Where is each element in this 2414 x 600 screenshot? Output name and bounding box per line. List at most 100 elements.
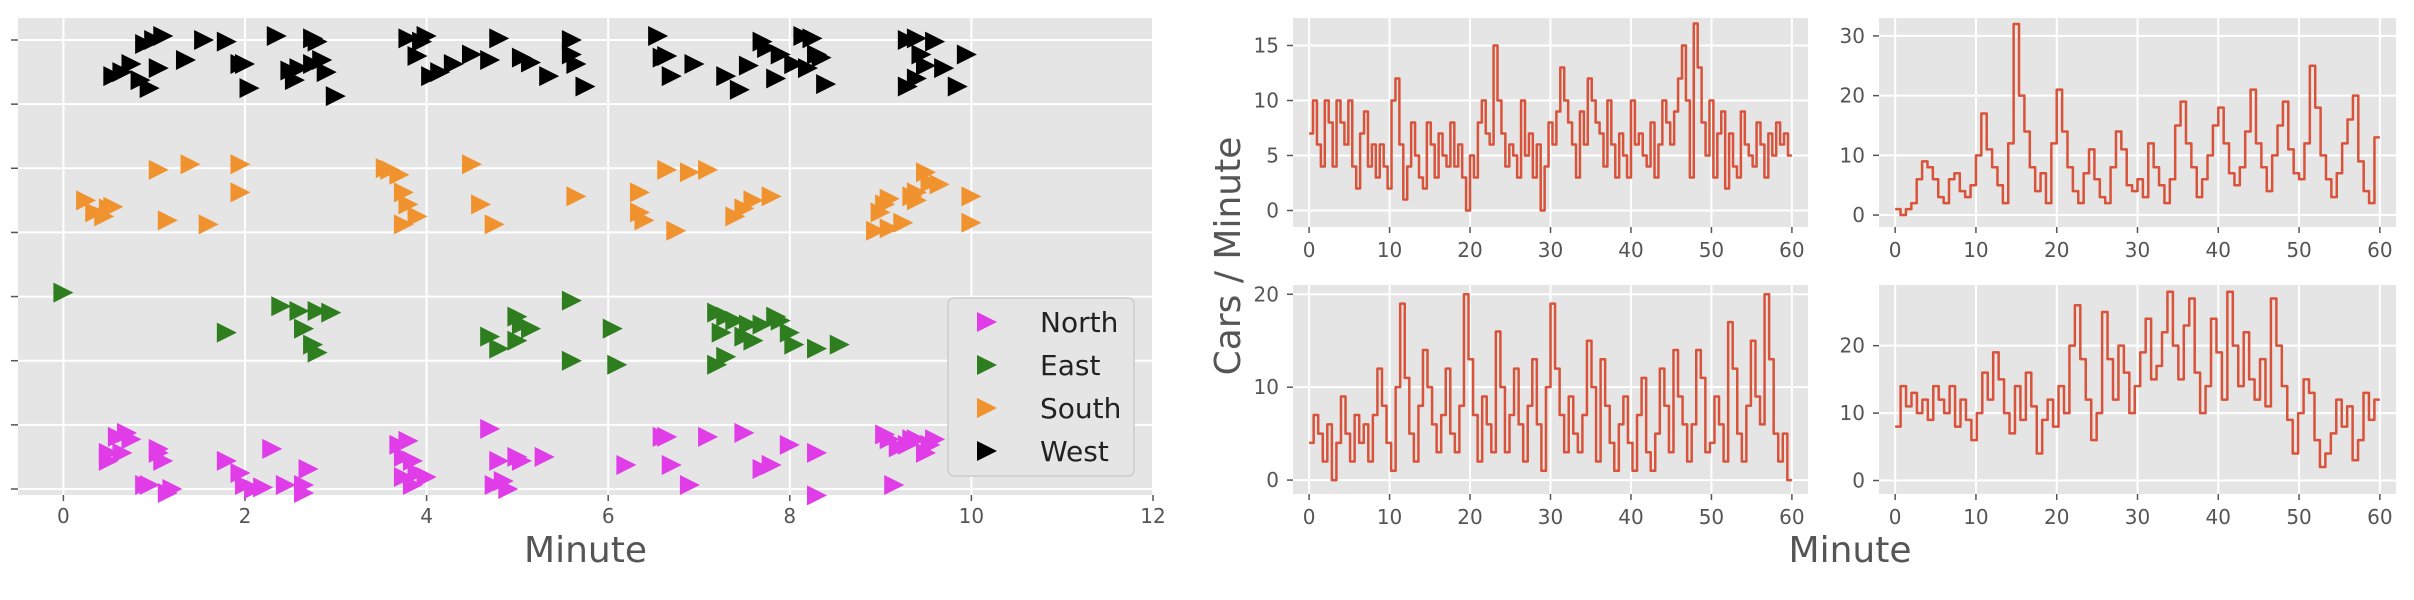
scatter-point-west <box>906 68 927 89</box>
panel-x-tick-label: 40 <box>1618 505 1643 529</box>
scatter-point-east <box>829 334 850 355</box>
scatter-point-west <box>729 79 750 100</box>
scatter-point-east <box>725 310 746 331</box>
scatter-point-north <box>761 454 782 475</box>
scatter-point-north <box>216 450 237 471</box>
scatter-point-east <box>561 290 582 311</box>
scatter-point-south <box>230 154 251 175</box>
scatter-point-south <box>961 212 982 233</box>
panel-x-tick-label: 0 <box>1303 505 1316 529</box>
panel-x-tick-label: 20 <box>1457 505 1482 529</box>
legend-label-west: West <box>1040 435 1109 468</box>
panel-x-tick-label: 50 <box>1699 505 1724 529</box>
scatter-point-north <box>275 474 296 495</box>
panel-y-tick-label: 10 <box>1840 143 1865 167</box>
scatter-point-east <box>307 301 328 322</box>
scatter-point-south <box>629 182 650 203</box>
scatter-point-east <box>784 334 805 355</box>
panel-x-tick-label: 40 <box>2206 238 2231 262</box>
scatter-point-north <box>98 450 119 471</box>
scatter-point-east <box>321 302 342 323</box>
scatter-point-south <box>743 190 764 211</box>
panel-x-tick-label: 60 <box>2367 238 2392 262</box>
scatter-point-east <box>711 322 732 343</box>
scatter-point-west <box>784 54 805 75</box>
scatter-point-east <box>53 282 74 303</box>
scatter-point-south <box>157 210 178 231</box>
scatter-point-south <box>462 154 482 175</box>
panel-x-tick-label: 20 <box>2044 238 2069 262</box>
scatter-point-west <box>916 55 936 76</box>
scatter-point-north <box>294 482 315 503</box>
scatter-point-west <box>148 58 169 79</box>
panel-series-line <box>1895 290 2380 469</box>
scatter-point-south <box>761 186 782 207</box>
scatter-point-north <box>884 474 905 495</box>
scatter-point-east <box>602 318 623 339</box>
scatter-point-west <box>811 47 832 68</box>
scatter-point-north <box>139 474 160 495</box>
panel-x-tick-label: 30 <box>2125 238 2150 262</box>
panel-x-tick-label: 40 <box>2206 505 2231 529</box>
panel-y-tick-label: 20 <box>1840 84 1865 108</box>
panel-x-tick-label: 10 <box>1963 505 1988 529</box>
legend: North East South West <box>947 297 1135 477</box>
scatter-point-east <box>752 314 773 335</box>
legend-marker-west <box>977 441 997 461</box>
scatter-point-west <box>925 31 946 52</box>
scatter-point-west <box>480 50 501 71</box>
scatter-point-south <box>906 190 927 211</box>
panel-x-tick-label: 20 <box>1457 238 1482 262</box>
legend-label-south: South <box>1040 392 1121 425</box>
scatter-point-north <box>698 426 719 447</box>
scatter-point-west <box>539 66 560 87</box>
panel-y-tick-label: 10 <box>1840 401 1865 425</box>
panel-x-tick-label: 40 <box>1618 238 1643 262</box>
line-panel-bottom-left: 0 10 20 30 40 50 60 0 10 20 <box>1254 282 1808 529</box>
scatter-point-north <box>402 474 423 495</box>
scatter-point-west <box>566 54 587 75</box>
scatter-point-east <box>561 350 582 371</box>
scatter-point-west <box>684 54 705 75</box>
scatter-point-west <box>489 28 510 49</box>
panel-x-tick-label: 50 <box>2286 238 2311 262</box>
scatter-point-south <box>230 182 251 203</box>
panel-x-tick-label: 50 <box>1699 238 1724 262</box>
scatter-point-west <box>416 26 437 47</box>
scatter-point-west <box>770 44 791 65</box>
scatter-point-west <box>906 28 927 49</box>
scatter-point-west <box>289 58 310 79</box>
scatter-point-south <box>94 206 115 227</box>
scatter-point-south <box>398 194 419 215</box>
scatter-point-east <box>307 342 328 363</box>
panel-x-tick-label: 10 <box>1963 238 1988 262</box>
scatter-point-east <box>607 354 628 375</box>
scatter-point-east <box>521 318 542 339</box>
panel-x-tick-label: 20 <box>2044 505 2069 529</box>
panel-x-tick-label: 10 <box>1377 505 1402 529</box>
scatter-point-south <box>484 214 505 235</box>
scatter-point-east <box>507 330 528 351</box>
scatter-point-west <box>521 52 542 73</box>
panel-x-tick-label: 60 <box>1779 238 1804 262</box>
scatter-point-south <box>148 159 169 180</box>
panel-y-tick-label: 20 <box>1840 334 1865 358</box>
x-tick-label: 10 <box>959 504 984 528</box>
scatter-point-east <box>716 346 737 367</box>
scatter-point-west <box>797 58 818 79</box>
x-tick-label: 6 <box>602 504 615 528</box>
scatter-point-north <box>807 442 828 463</box>
panel-x-tick-label: 10 <box>1377 238 1402 262</box>
scatter-point-south <box>471 194 492 215</box>
scatter-point-west <box>316 62 337 83</box>
scatter-point-north <box>262 438 283 459</box>
scatter-point-north <box>511 450 532 471</box>
scatter-point-north <box>148 438 169 459</box>
scatter-point-south <box>657 159 678 180</box>
x-tick-label: 8 <box>783 504 796 528</box>
scatter-point-west <box>934 58 955 79</box>
scatter-point-north <box>920 434 941 455</box>
scatter-point-west <box>766 68 787 89</box>
scatter-point-west <box>325 86 346 107</box>
panel-y-tick-label: 10 <box>1254 375 1279 399</box>
